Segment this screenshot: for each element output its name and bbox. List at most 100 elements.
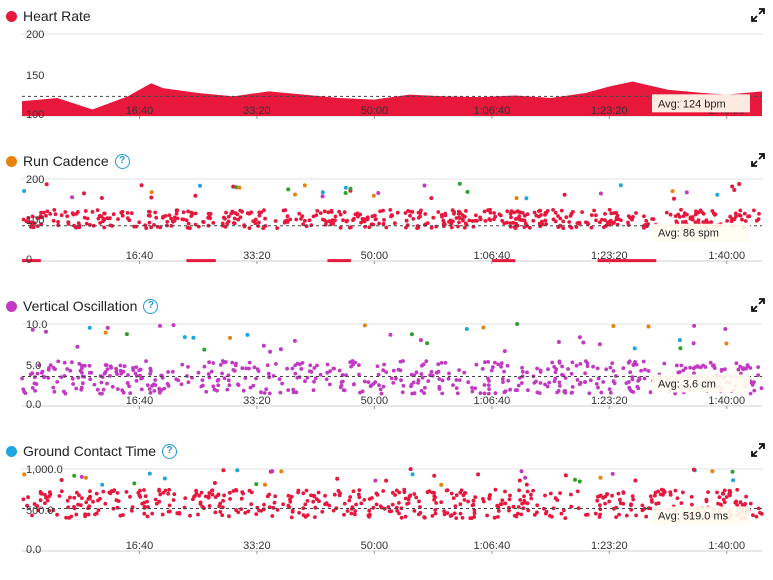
data-point xyxy=(649,498,654,502)
data-point xyxy=(456,212,461,216)
y-tick-label: 5.0 xyxy=(26,360,41,372)
data-point xyxy=(733,500,738,505)
data-point xyxy=(594,218,598,223)
data-point xyxy=(351,489,356,494)
data-point xyxy=(596,494,600,499)
expand-arrows-icon[interactable] xyxy=(751,298,765,312)
data-point xyxy=(270,514,275,518)
data-point xyxy=(585,364,590,368)
data-point xyxy=(502,390,507,395)
x-tick-label: 1:40:00 xyxy=(708,250,745,262)
outlier-point xyxy=(731,478,736,483)
data-point xyxy=(180,217,185,222)
data-point xyxy=(64,515,68,520)
data-point xyxy=(318,211,323,215)
data-point xyxy=(543,218,548,223)
data-point xyxy=(483,219,488,223)
data-point xyxy=(603,218,607,222)
data-point xyxy=(247,366,251,371)
data-point xyxy=(631,215,635,219)
x-tick-label: 33:20 xyxy=(243,540,271,552)
data-point xyxy=(109,365,114,370)
data-point xyxy=(722,500,727,505)
data-point xyxy=(91,499,95,504)
data-point xyxy=(108,223,113,228)
panel-header: Heart Rate xyxy=(6,6,91,26)
data-point xyxy=(55,380,60,384)
data-point xyxy=(673,391,678,396)
data-point xyxy=(211,384,216,389)
data-point xyxy=(538,368,543,373)
data-point xyxy=(218,510,223,514)
data-point xyxy=(418,214,423,219)
data-point xyxy=(728,493,732,498)
data-point xyxy=(32,502,37,506)
outlier-point xyxy=(149,190,154,195)
data-point xyxy=(754,514,759,519)
data-point xyxy=(240,366,245,371)
data-point xyxy=(508,493,512,498)
data-point xyxy=(71,382,75,386)
data-point xyxy=(367,225,372,230)
outlier-point xyxy=(730,184,735,189)
outlier-point xyxy=(737,182,742,186)
data-point xyxy=(62,360,67,365)
data-point xyxy=(543,212,547,217)
data-point xyxy=(139,387,144,392)
data-point xyxy=(492,211,496,215)
data-point xyxy=(397,490,402,495)
data-point xyxy=(570,360,575,365)
data-point xyxy=(213,495,218,499)
data-point xyxy=(332,492,337,497)
outlier-point xyxy=(581,340,586,345)
data-point xyxy=(222,493,227,498)
expand-arrows-icon[interactable] xyxy=(751,443,765,457)
data-point xyxy=(87,496,92,501)
data-point xyxy=(68,495,72,500)
expand-arrows-icon[interactable] xyxy=(751,153,765,167)
outlier-point xyxy=(231,184,236,189)
data-point xyxy=(169,224,174,228)
data-point xyxy=(74,386,79,391)
data-point xyxy=(166,370,171,374)
data-point xyxy=(525,489,530,494)
outlier-point xyxy=(409,332,414,337)
data-point xyxy=(507,508,511,513)
data-point xyxy=(397,501,401,505)
data-point xyxy=(307,218,312,223)
data-point xyxy=(679,363,684,368)
data-point xyxy=(526,508,531,513)
help-icon[interactable]: ? xyxy=(143,298,159,314)
data-point xyxy=(492,217,496,222)
data-point xyxy=(108,374,112,378)
data-point xyxy=(362,498,367,502)
data-point xyxy=(318,372,323,377)
data-point xyxy=(30,214,35,219)
data-point xyxy=(611,369,616,373)
data-point xyxy=(486,391,491,396)
data-point xyxy=(412,391,417,396)
data-point xyxy=(53,212,58,217)
data-point xyxy=(333,218,337,223)
data-point xyxy=(442,509,446,513)
y-tick-label: 10.0 xyxy=(26,319,47,331)
help-icon[interactable]: ? xyxy=(114,153,130,169)
data-point xyxy=(626,220,630,225)
data-point xyxy=(621,491,626,495)
data-point xyxy=(402,490,407,494)
data-point xyxy=(488,210,493,215)
data-point xyxy=(368,384,373,389)
expand-arrows-icon[interactable] xyxy=(751,8,765,22)
data-point xyxy=(365,215,370,220)
data-point xyxy=(370,214,375,219)
data-point xyxy=(377,383,381,387)
outlier-point xyxy=(343,185,348,190)
data-point xyxy=(110,384,115,389)
outlier-point xyxy=(517,478,522,483)
x-tick-label: 1:23:20 xyxy=(591,540,628,552)
help-icon[interactable]: ? xyxy=(162,443,178,459)
data-point xyxy=(557,380,562,385)
data-point xyxy=(323,493,327,498)
data-point xyxy=(289,494,294,499)
data-point xyxy=(146,213,151,218)
